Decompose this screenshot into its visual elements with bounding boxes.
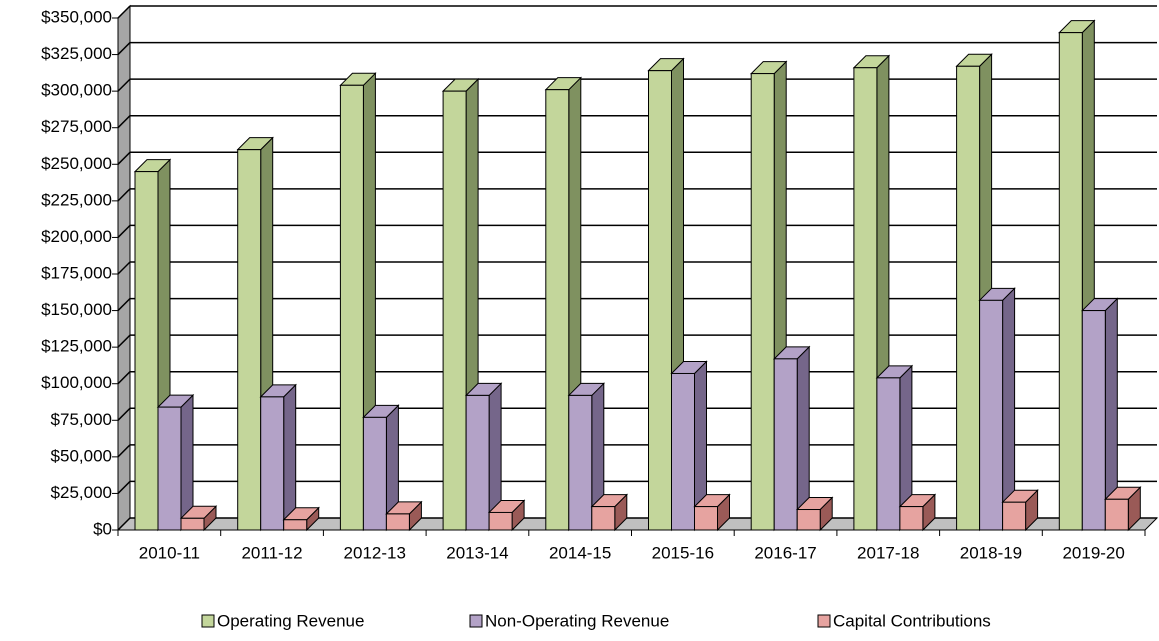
grid-line bbox=[117, 78, 131, 92]
x-tick-label: 2013-14 bbox=[446, 543, 508, 562]
bar bbox=[568, 394, 593, 531]
bar bbox=[750, 73, 775, 531]
x-tick-label: 2011-12 bbox=[241, 543, 302, 562]
x-tick-label: 2015-16 bbox=[652, 543, 714, 562]
bar bbox=[180, 517, 205, 531]
grid-line bbox=[117, 261, 131, 275]
bar bbox=[853, 67, 878, 531]
bar bbox=[648, 70, 672, 531]
bar bbox=[591, 506, 616, 531]
grid-line bbox=[117, 371, 131, 385]
x-tick-label: 2016-17 bbox=[754, 543, 816, 562]
legend-label: Operating Revenue bbox=[217, 611, 364, 630]
bar bbox=[876, 377, 901, 531]
bar bbox=[899, 506, 924, 531]
y-tick-label: $150,000 bbox=[41, 300, 112, 319]
y-tick-label: $225,000 bbox=[41, 190, 112, 209]
y-tick-label: $250,000 bbox=[41, 154, 112, 173]
y-tick-label: $125,000 bbox=[41, 337, 112, 356]
bar bbox=[694, 506, 718, 531]
grid-line bbox=[117, 5, 131, 19]
grid-line bbox=[117, 444, 131, 458]
y-tick-label: $75,000 bbox=[51, 410, 112, 429]
bar bbox=[956, 65, 981, 531]
y-tick-label: $175,000 bbox=[41, 263, 112, 282]
grid-line bbox=[117, 517, 131, 531]
x-tick-label: 2010-11 bbox=[139, 543, 200, 562]
grid-line bbox=[117, 151, 131, 165]
y-tick-label: $100,000 bbox=[41, 373, 112, 392]
bar bbox=[362, 416, 387, 531]
bar bbox=[465, 394, 490, 531]
y-tick-label: $350,000 bbox=[41, 7, 112, 26]
bar bbox=[545, 89, 570, 531]
grid-line bbox=[117, 480, 131, 494]
legend-label: Capital Contributions bbox=[833, 611, 991, 630]
bar bbox=[796, 509, 821, 531]
grid-line bbox=[117, 224, 131, 238]
x-tick-label: 2018-19 bbox=[960, 543, 1022, 562]
grid-line bbox=[117, 298, 131, 312]
y-tick-label: $0 bbox=[93, 519, 112, 538]
bar bbox=[773, 358, 798, 531]
bar bbox=[385, 513, 410, 531]
bar bbox=[260, 396, 285, 531]
bar bbox=[488, 511, 513, 531]
y-tick-label: $50,000 bbox=[51, 446, 112, 465]
legend-label: Non-Operating Revenue bbox=[485, 611, 669, 630]
bar bbox=[134, 171, 159, 531]
y-tick-label: $200,000 bbox=[41, 227, 112, 246]
y-tick-label: $275,000 bbox=[41, 117, 112, 136]
grid-line bbox=[117, 407, 131, 421]
bar-side bbox=[283, 383, 297, 532]
bar bbox=[283, 519, 308, 531]
bar bbox=[442, 90, 467, 531]
bar bbox=[237, 149, 262, 531]
grid-line bbox=[117, 115, 131, 129]
bar bbox=[339, 84, 364, 531]
bar bbox=[671, 372, 695, 531]
x-tick-label: 2019-20 bbox=[1062, 543, 1124, 562]
grid-line bbox=[117, 188, 131, 202]
x-tick-label: 2014-15 bbox=[549, 543, 611, 562]
bar bbox=[979, 299, 1004, 531]
grid-line bbox=[117, 334, 131, 348]
legend-swatch bbox=[201, 614, 215, 628]
bar bbox=[1058, 32, 1083, 531]
bar bbox=[1104, 498, 1129, 531]
bar bbox=[1081, 310, 1106, 531]
x-tick-label: 2017-18 bbox=[857, 543, 919, 562]
y-tick-label: $300,000 bbox=[41, 81, 112, 100]
x-tick-label: 2012-13 bbox=[344, 543, 406, 562]
y-tick-label: $25,000 bbox=[51, 483, 112, 502]
legend-swatch bbox=[817, 614, 831, 628]
legend-swatch bbox=[469, 614, 483, 628]
y-tick-label: $325,000 bbox=[41, 44, 112, 63]
grid-line bbox=[117, 42, 131, 56]
bar bbox=[1002, 501, 1027, 531]
bar bbox=[157, 406, 182, 531]
